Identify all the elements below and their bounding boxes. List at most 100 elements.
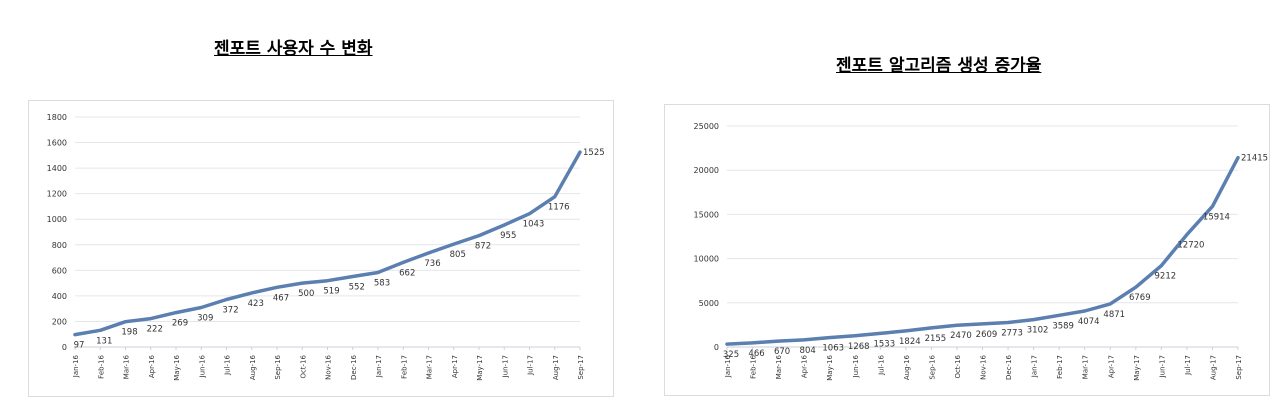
- user-count-line-chart: 0 200 400 600 800 1000 1200 1400 1600 1800 Jan-16 F…: [47, 113, 605, 381]
- data-label: 1824: [899, 337, 921, 347]
- data-label: 131: [96, 336, 112, 346]
- y-tick-label: 1400: [47, 164, 67, 173]
- data-label: 466: [748, 349, 764, 359]
- x-tick-label: Sep-16: [274, 354, 282, 379]
- data-label: 805: [450, 250, 466, 260]
- x-tick-label: Mar-16: [123, 354, 131, 379]
- data-label: 1533: [873, 339, 895, 349]
- data-label: 9212: [1155, 272, 1177, 282]
- y-tick-label: 1600: [47, 139, 67, 148]
- data-label: 1525: [583, 148, 605, 158]
- data-label: 372: [222, 305, 238, 315]
- x-tick-label: Jul-17: [527, 355, 535, 376]
- x-tick-label: Apr-17: [451, 355, 459, 378]
- x-tick-label: Mar-16: [775, 354, 783, 379]
- x-tick-label: May-17: [1133, 355, 1141, 381]
- x-tick-label: Jun-17: [1158, 355, 1166, 378]
- data-label: 21415: [1241, 154, 1268, 164]
- user-count-chart-title: 젠포트 사용자 수 변화: [214, 39, 373, 59]
- y-tick-label: 1800: [47, 113, 67, 122]
- user-count-chart-frame: 0 200 400 600 800 1000 1200 1400 1600 1800 Jan-16 F…: [28, 100, 614, 397]
- data-label: 423: [248, 299, 264, 309]
- x-tick-label: Aug-17: [552, 355, 560, 380]
- x-tick-label: Apr-16: [148, 354, 156, 378]
- y-tick-label: 10000: [694, 255, 719, 264]
- x-tick-label: Feb-16: [750, 354, 758, 378]
- x-tick-label: Aug-16: [903, 354, 911, 380]
- data-label: 15914: [1203, 212, 1230, 222]
- x-tick-label: Nov-16: [325, 354, 333, 379]
- data-label: 804: [800, 346, 816, 356]
- data-label: 872: [475, 242, 491, 252]
- x-tick-label: Jun-17: [501, 355, 509, 378]
- x-tick-label: Jul-16: [224, 354, 232, 375]
- y-tick-label: 200: [52, 317, 67, 326]
- x-tick-label: Feb-17: [1056, 355, 1064, 379]
- x-tick-label: Sep-17: [577, 355, 585, 380]
- data-label: 3102: [1027, 326, 1049, 336]
- data-label: 6769: [1129, 293, 1151, 303]
- x-tick-label: Aug-16: [249, 354, 257, 380]
- data-label: 222: [147, 325, 163, 335]
- x-tick-label: Jan-17: [1031, 355, 1039, 378]
- x-tick-label: Apr-17: [1107, 355, 1115, 378]
- y-tick-label: 0: [62, 343, 67, 352]
- x-tick-label: Jul-17: [1184, 355, 1192, 376]
- x-tick-label: Jun-16: [198, 354, 206, 378]
- data-label: 198: [121, 328, 137, 338]
- data-label: 552: [349, 282, 365, 292]
- data-label: 955: [500, 231, 516, 241]
- y-tick-label: 25000: [694, 122, 719, 131]
- x-tick-label: Nov-16: [980, 354, 988, 379]
- data-label: 4871: [1103, 310, 1125, 320]
- data-label: 1063: [822, 344, 844, 354]
- data-label: 1043: [523, 220, 545, 230]
- data-label: 670: [774, 347, 790, 357]
- x-tick-label: Sep-16: [928, 354, 936, 379]
- series-line: [73, 150, 582, 337]
- data-label: 12720: [1177, 241, 1204, 251]
- data-label: 4074: [1078, 317, 1100, 327]
- x-tick-label: Aug-17: [1209, 355, 1217, 380]
- x-tick-label: Jun-16: [852, 354, 860, 378]
- y-tick-label: 5000: [699, 299, 719, 308]
- x-tick-label: May-17: [476, 355, 484, 381]
- x-tick-label: Jan-16: [72, 354, 80, 378]
- data-label: 2773: [1001, 328, 1023, 338]
- data-label: 519: [323, 287, 339, 297]
- data-label: 467: [273, 293, 289, 303]
- x-tick-label: Dec-16: [350, 354, 358, 380]
- data-label: 662: [399, 268, 415, 278]
- x-tick-label: Dec-16: [1005, 354, 1013, 380]
- y-tick-label: 0: [714, 343, 719, 352]
- x-tick-label: Feb-17: [400, 355, 408, 379]
- x-tick-label: May-16: [173, 354, 181, 380]
- x-tick-label: Mar-17: [426, 355, 434, 379]
- y-tick-label: 20000: [694, 166, 719, 175]
- data-label: 325: [723, 350, 739, 360]
- algorithm-growth-chart-frame: 0 5000 10000 15000 20000 25000 Jan-16 Feb-16 Mar…: [664, 104, 1270, 396]
- algorithm-growth-chart-title: 젠포트 알고리즘 생성 증가율: [836, 56, 1042, 76]
- data-label: 97: [74, 341, 85, 351]
- y-tick-label: 600: [52, 266, 67, 275]
- data-label: 500: [298, 289, 314, 299]
- data-label: 3589: [1052, 321, 1074, 331]
- data-label: 2609: [976, 330, 998, 340]
- algorithm-growth-chart-panel: 젠포트 알고리즘 생성 증가율 0 5000 10000 15000 20000 2500…: [640, 0, 1280, 409]
- data-label: 1176: [548, 203, 570, 213]
- data-label: 309: [197, 314, 213, 324]
- x-tick-label: Jan-16: [724, 354, 732, 378]
- x-tick-label: Sep-17: [1235, 355, 1243, 380]
- x-tick-label: Feb-16: [97, 354, 105, 378]
- x-tick-label: Jul-16: [877, 354, 885, 375]
- user-count-chart-panel: 젠포트 사용자 수 변화 0 200 400 600 800 1000 1200 1400 16…: [28, 39, 614, 397]
- data-label: 2155: [925, 334, 947, 344]
- x-tick-label: Apr-16: [801, 354, 809, 378]
- y-tick-label: 15000: [694, 210, 719, 219]
- y-tick-label: 800: [52, 241, 67, 250]
- x-tick-label: Mar-17: [1082, 355, 1090, 379]
- y-tick-label: 1000: [47, 215, 67, 224]
- data-label: 583: [374, 279, 390, 289]
- data-label: 1268: [848, 342, 870, 352]
- x-tick-label: Oct-16: [954, 354, 962, 378]
